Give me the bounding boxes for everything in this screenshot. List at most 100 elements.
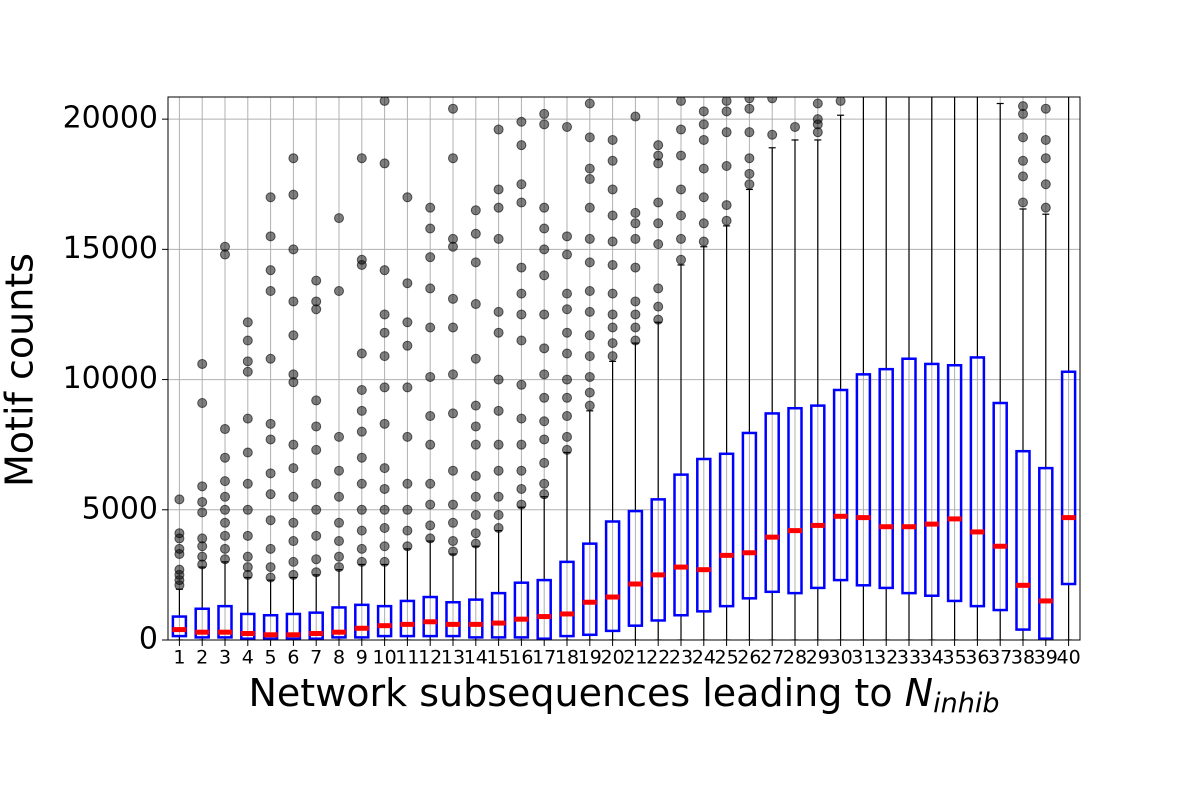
x-label-subscript: inhib — [933, 688, 999, 719]
outlier — [653, 314, 664, 325]
outlier — [242, 562, 253, 573]
outlier — [584, 387, 595, 398]
box — [422, 595, 438, 638]
outlier — [265, 515, 276, 526]
x-tick-label: 31 — [851, 647, 875, 669]
box — [696, 457, 712, 613]
outlier — [356, 153, 367, 164]
outlier — [470, 509, 481, 520]
outlier — [311, 444, 322, 455]
outlier — [379, 309, 390, 320]
outlier — [288, 369, 299, 380]
x-tick-label: 26 — [737, 647, 761, 669]
outlier — [493, 306, 504, 317]
outlier — [539, 478, 550, 489]
box — [445, 600, 461, 638]
box — [924, 362, 940, 597]
outlier — [676, 184, 686, 195]
outlier — [584, 371, 595, 382]
outlier — [744, 127, 755, 138]
outlier — [562, 348, 572, 359]
outlier — [402, 382, 413, 393]
outlier — [493, 374, 504, 385]
outlier — [470, 528, 481, 539]
outlier — [220, 491, 230, 502]
x-tick-label: 4 — [242, 647, 254, 669]
outlier — [220, 530, 230, 541]
outlier — [584, 286, 595, 297]
outlier — [242, 530, 253, 541]
plot-area — [171, 97, 1077, 640]
outlier — [470, 400, 481, 411]
box — [262, 614, 279, 640]
outlier — [607, 134, 618, 145]
box — [559, 560, 575, 638]
outlier — [448, 322, 458, 333]
box — [536, 578, 552, 640]
outlier — [242, 478, 253, 489]
box — [490, 591, 507, 639]
y-tick-label: 15000 — [63, 231, 158, 266]
outlier — [1040, 134, 1051, 145]
x-tick-label: 25 — [715, 647, 739, 669]
outlier — [448, 546, 458, 557]
outlier — [516, 499, 527, 510]
box — [627, 509, 644, 627]
outlier — [265, 468, 276, 479]
outlier — [402, 278, 413, 289]
outlier — [812, 114, 823, 125]
outlier — [402, 525, 413, 536]
outlier — [539, 223, 550, 234]
x-tick-label: 40 — [1057, 647, 1081, 669]
y-axis-label: Motif counts — [0, 253, 42, 487]
y-tick-label: 0 — [139, 622, 158, 657]
outlier — [630, 296, 641, 307]
outlier — [835, 97, 846, 106]
outlier — [197, 496, 208, 507]
outlier — [265, 562, 276, 573]
box — [354, 603, 370, 639]
box — [741, 431, 758, 600]
outlier — [630, 233, 641, 244]
y-tick-label: 10000 — [63, 361, 158, 396]
outlier — [607, 184, 618, 195]
outlier — [539, 343, 550, 354]
outlier — [448, 465, 458, 476]
outlier — [493, 405, 504, 416]
outlier — [311, 395, 322, 406]
x-tick-label: 32 — [874, 647, 898, 669]
outlier — [288, 296, 299, 307]
outlier — [539, 434, 550, 445]
outlier — [174, 494, 185, 505]
outlier — [516, 439, 527, 450]
outlier — [470, 353, 481, 364]
outlier — [539, 369, 550, 380]
outlier — [630, 207, 641, 218]
outlier — [584, 132, 595, 143]
outlier — [516, 140, 527, 151]
outlier — [402, 340, 413, 351]
outlier — [493, 439, 504, 450]
outlier — [311, 275, 322, 286]
outlier — [698, 236, 709, 247]
x-tick-label: 20 — [601, 647, 625, 669]
outlier — [265, 286, 276, 297]
outlier — [288, 244, 299, 255]
outlier — [721, 215, 732, 226]
outlier — [630, 322, 641, 333]
box — [308, 611, 324, 640]
y-tick-label: 20000 — [63, 101, 158, 136]
outlier — [174, 543, 185, 554]
outlier — [516, 379, 527, 390]
box — [832, 388, 849, 582]
x-tick-label: 30 — [829, 647, 853, 669]
outlier — [425, 322, 436, 333]
outlier — [448, 408, 458, 419]
outlier — [334, 431, 344, 442]
outlier — [539, 392, 550, 403]
outlier — [470, 228, 481, 239]
x-tick-label: 24 — [692, 647, 716, 669]
outlier — [265, 231, 276, 242]
outlier — [220, 554, 230, 565]
outlier — [767, 97, 778, 104]
